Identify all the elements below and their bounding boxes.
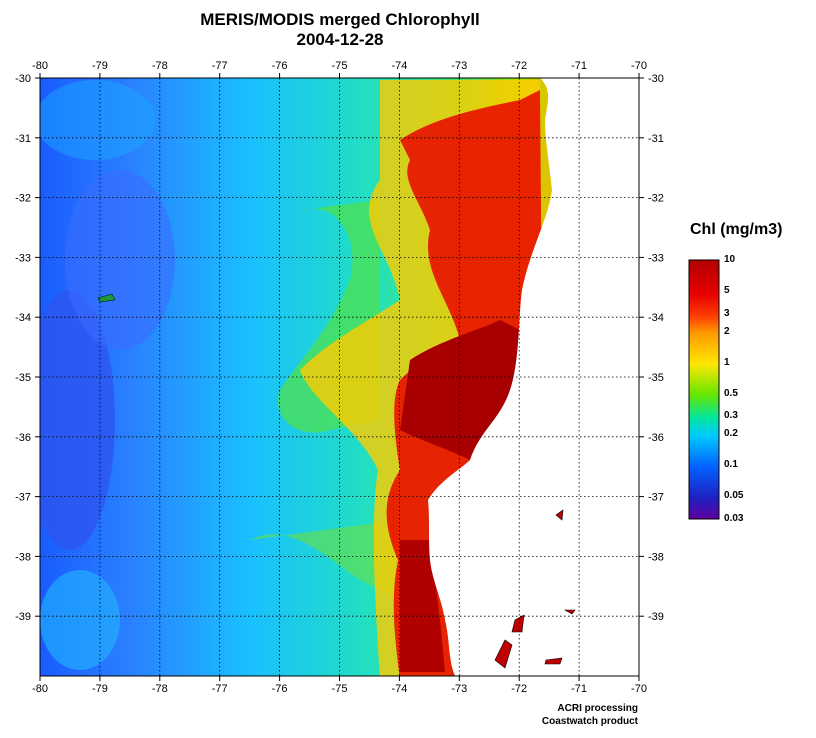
credit-processing: ACRI processing [557,703,638,714]
lat-tick-label: -32 [648,193,664,205]
lat-tick-label: -33 [648,252,664,264]
tick-marks [35,73,644,681]
lat-tick-label: -35 [648,372,664,384]
lon-tick-label: -80 [32,60,48,72]
legend-label: 1 [724,356,730,368]
longitude-labels-top: -80 -79 -78 -77 -76 -75 -74 -73 -72 -71 -70 [32,60,647,72]
lon-tick-label: -79 [92,683,108,695]
lon-tick-label: -72 [511,683,527,695]
lon-tick-label: -76 [272,683,288,695]
lat-tick-label: -32 [15,193,31,205]
lon-tick-label: -74 [391,60,407,72]
lat-tick-label: -37 [648,492,664,504]
lat-tick-label: -36 [648,432,664,444]
lat-tick-label: -39 [648,611,664,623]
lat-tick-label: -30 [648,73,664,85]
chlorophyll-field [40,78,639,676]
lat-tick-label: -34 [648,312,664,324]
legend-label: 2 [724,325,730,337]
legend-label: 3 [724,307,730,319]
lat-tick-label: -35 [15,372,31,384]
legend-colorbar [688,259,720,520]
lat-tick-label: -37 [15,492,31,504]
lon-tick-label: -70 [631,683,647,695]
lon-tick-label: -78 [152,60,168,72]
lon-tick-label: -78 [152,683,168,695]
lat-tick-label: -38 [648,551,664,563]
legend-label: 0.5 [724,387,738,399]
legend-label: 5 [724,284,730,296]
longitude-labels-bottom: -80 -79 -78 -77 -76 -75 -74 -73 -72 -71 -70 [32,683,647,695]
lon-tick-label: -79 [92,60,108,72]
latitude-labels-left: -30 -31 -32 -33 -34 -35 -36 -37 -38 -39 [15,73,31,623]
credit-product: Coastwatch product [541,716,638,727]
lon-tick-label: -77 [212,60,228,72]
lon-tick-label: -75 [332,60,348,72]
lat-tick-label: -36 [15,432,31,444]
lat-tick-label: -34 [15,312,31,324]
legend-label: 0.3 [724,410,738,422]
lat-tick-label: -39 [15,611,31,623]
lon-tick-label: -75 [332,683,348,695]
lat-tick-label: -31 [648,133,664,145]
legend-label: 10 [724,254,736,265]
lon-tick-label: -77 [212,683,228,695]
lat-tick-label: -33 [15,252,31,264]
lon-tick-label: -71 [571,683,587,695]
lon-tick-label: -73 [451,60,467,72]
lat-tick-label: -30 [15,73,31,85]
legend-label: 0.03 [724,513,744,524]
map-title: MERIS/MODIS merged Chlorophyll [200,10,480,29]
lon-tick-label: -73 [451,683,467,695]
latitude-labels-right: -30 -31 -32 -33 -34 -35 -36 -37 -38 -39 [648,73,664,623]
lon-tick-label: -72 [511,60,527,72]
legend-label: 0.2 [724,428,738,440]
lon-tick-label: -74 [391,683,407,695]
map-date: 2004-12-28 [296,30,384,49]
legend-label: 0.1 [724,459,738,471]
legend-title: Chl (mg/m3) [690,221,783,238]
legend-label: 0.05 [724,490,744,502]
lon-tick-label: -80 [32,683,48,695]
lon-tick-label: -76 [272,60,288,72]
lon-tick-label: -71 [571,60,587,72]
lat-tick-label: -31 [15,133,31,145]
lon-tick-label: -70 [631,60,647,72]
lat-tick-label: -38 [15,551,31,563]
